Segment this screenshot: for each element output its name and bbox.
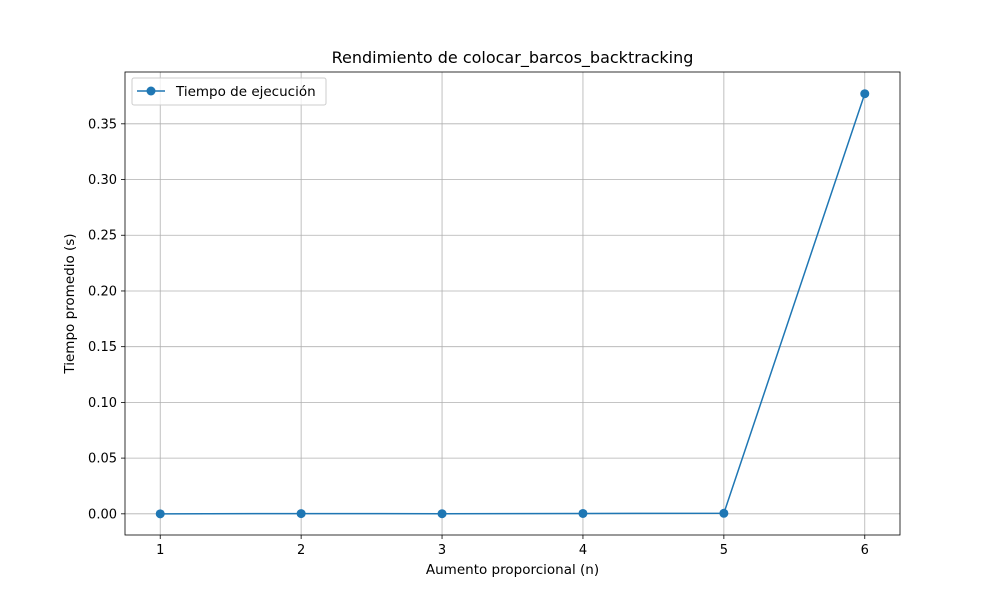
grid [125,72,900,535]
y-tick-label: 0.25 [88,229,117,244]
y-tick-label: 0.00 [88,507,117,522]
x-tick-label: 3 [438,543,446,558]
y-tick-label: 0.20 [88,284,117,299]
chart-title: Rendimiento de colocar_barcos_backtracki… [332,48,694,68]
y-tick-label: 0.30 [88,173,117,188]
x-tick-label: 6 [861,543,869,558]
series-layer [155,89,870,519]
y-tick-label: 0.15 [88,340,117,355]
data-point [437,509,447,519]
x-axis-label: Aumento proporcional (n) [426,562,599,578]
y-tick-label: 0.10 [88,396,117,411]
x-tick-label: 4 [579,543,587,558]
data-point [296,509,306,519]
x-tick-label: 1 [156,543,164,558]
data-point [155,509,165,519]
legend-label: Tiempo de ejecución [175,84,316,100]
legend: Tiempo de ejecución [131,77,327,106]
data-point [860,89,870,99]
plot-area [124,71,901,536]
data-point [719,508,729,518]
axis-ticks: 1 2 3 4 5 6 0.00 0.05 0.10 0.15 0.20 0.25 0.30 0.35 [88,117,869,558]
legend-box [131,77,327,106]
y-tick-label: 0.35 [88,117,117,132]
y-axis-label: Tiempo promedio (s) [62,233,78,374]
series-line [160,93,866,515]
data-point [578,508,588,518]
y-tick-label: 0.05 [88,452,117,467]
x-tick-label: 5 [720,543,728,558]
legend-marker [146,86,156,96]
x-tick-label: 2 [297,543,305,558]
